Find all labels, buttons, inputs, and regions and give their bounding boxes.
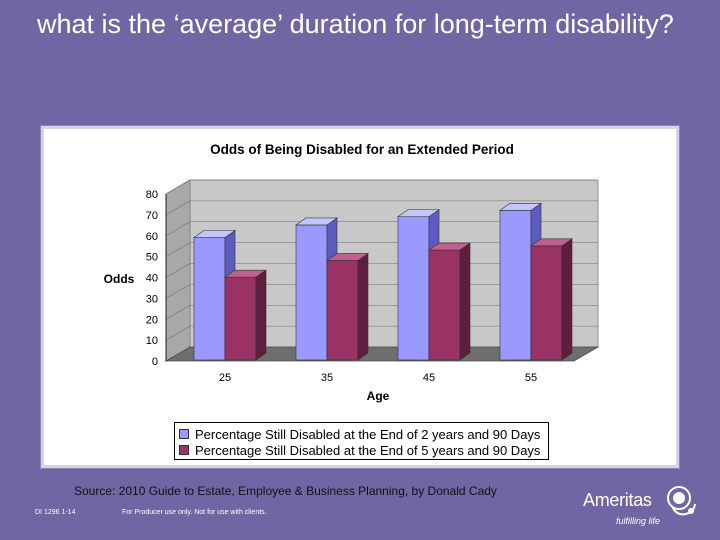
gridline-side [165, 179, 191, 195]
y-tick-label: 30 [146, 293, 158, 305]
legend-item-series-2: Percentage Still Disabled at the End of … [179, 442, 544, 458]
bars [193, 202, 573, 361]
bar-front [530, 245, 563, 361]
x-tick-label: 25 [219, 372, 231, 384]
brand-tagline: fulfilling life [616, 516, 661, 526]
y-tick-label: 10 [146, 335, 158, 347]
legend-swatch-series-2 [179, 445, 189, 455]
y-tick-label: 40 [146, 273, 158, 285]
bar-side [561, 238, 573, 361]
bar-top [193, 230, 236, 238]
chart-area: Odds of Being Disabled for an Extended P… [44, 129, 676, 465]
x-tick-label: 35 [321, 372, 333, 384]
gridline-side [165, 242, 191, 257]
brand-name: Ameritas [583, 490, 652, 510]
chart-legend: Percentage Still Disabled at the End of … [174, 422, 549, 460]
footer-note: For Producer use only. Not for use with … [122, 509, 267, 516]
chart-title: Odds of Being Disabled for an Extended P… [210, 142, 514, 157]
bar-top [326, 253, 369, 261]
bar-front [428, 249, 461, 361]
bar-top [224, 269, 267, 278]
bar-front [295, 224, 328, 361]
x-tick-label: 55 [525, 372, 537, 384]
gridline-side [165, 263, 191, 278]
bar-front [193, 237, 226, 361]
gridline-side [165, 200, 191, 216]
x-axis: 25 35 45 55 [219, 372, 537, 384]
y-tick-label: 20 [146, 314, 158, 326]
slide-title: what is the ‘average’ duration for long-… [37, 9, 674, 39]
bar-top [295, 217, 338, 226]
y-tick-label: 60 [146, 231, 158, 243]
chart-floor [164, 346, 600, 362]
chart-frame: Odds of Being Disabled for an Extended P… [40, 125, 680, 469]
y-tick-label: 50 [146, 252, 158, 264]
footer-code: DI 1296 1-14 [35, 509, 76, 516]
bar-front [326, 260, 359, 361]
gridline-side [165, 284, 191, 299]
legend-label-series-2: Percentage Still Disabled at the End of … [195, 442, 541, 458]
bar-side [255, 269, 267, 361]
bar-front [224, 276, 257, 361]
bar-front [499, 210, 532, 361]
bar-top [397, 209, 440, 217]
bar-top [428, 242, 471, 251]
gridline-side [165, 304, 191, 320]
gridline-side [165, 325, 191, 341]
legend-label-series-1: Percentage Still Disabled at the End of … [195, 426, 541, 442]
bar-top [499, 203, 542, 211]
legend-item-series-1: Percentage Still Disabled at the End of … [179, 426, 544, 442]
x-tick-label: 45 [423, 372, 435, 384]
bar-front [397, 216, 430, 361]
y-tick-label: 70 [146, 210, 158, 222]
bar-side [459, 242, 471, 361]
x-axis-label: Age [367, 389, 390, 403]
bar-side [357, 252, 369, 361]
chart-svg: Odds of Being Disabled for an Extended P… [104, 142, 600, 403]
y-axis-label: Odds [104, 272, 135, 286]
lion-logo-icon [667, 486, 696, 516]
bar-top [530, 238, 573, 247]
source-citation: Source: 2010 Guide to Estate, Employee &… [74, 484, 497, 498]
y-tick-label: 0 [152, 356, 158, 368]
y-tick-label: 80 [146, 189, 158, 201]
legend-swatch-series-1 [179, 429, 189, 439]
gridline-side [165, 221, 191, 237]
